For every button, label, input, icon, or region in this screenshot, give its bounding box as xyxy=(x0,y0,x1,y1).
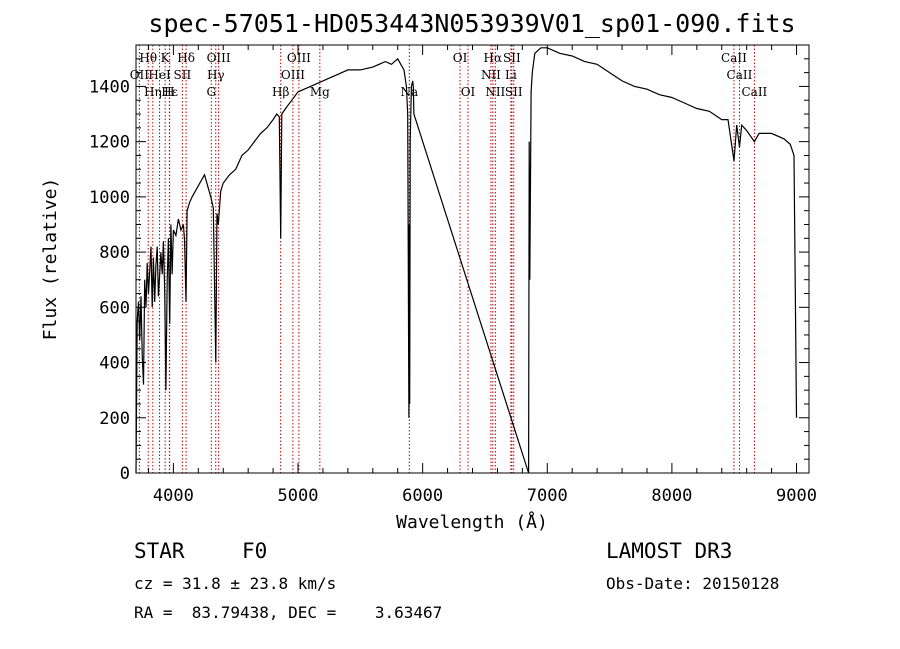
x-axis: 4000 5000 6000 7000 8000 9000 xyxy=(147,45,817,506)
line-marker-label: Mg xyxy=(310,85,330,99)
line-marker-label: Hβ xyxy=(272,85,289,99)
line-marker-label: OIII xyxy=(281,68,305,82)
line-marker-label: Hη xyxy=(144,85,162,99)
line-marker-label: NII xyxy=(481,68,501,82)
x-tick-label: 9000 xyxy=(776,486,817,506)
y-tick-label: 0 xyxy=(120,464,130,484)
x-tick-label: 4000 xyxy=(153,486,194,506)
line-marker-label: Hδ xyxy=(177,51,195,65)
x-tick-label: 7000 xyxy=(527,486,568,506)
y-axis: 0 200 400 600 800 1000 1200 1400 xyxy=(89,58,809,484)
line-marker-label: SII xyxy=(174,68,192,82)
line-marker-label: OI xyxy=(453,51,468,65)
spectrum-line xyxy=(135,47,798,474)
line-marker-label: OIII xyxy=(287,51,311,65)
plot-frame xyxy=(135,44,810,474)
y-tick-label: 1000 xyxy=(89,188,130,208)
observation-date: Obs-Date: 20150128 xyxy=(606,574,780,593)
line-marker-label: Hθ xyxy=(139,51,157,65)
y-tick-label: 400 xyxy=(99,354,130,374)
line-marker-label: CaII xyxy=(721,51,747,65)
line-marker-label: Na xyxy=(400,85,418,99)
line-marker-label: Hγ xyxy=(207,68,225,82)
redshift-velocity: cz = 31.8 ± 23.8 km/s xyxy=(134,574,337,593)
line-marker-label: SII xyxy=(505,85,523,99)
line-marker-label: Hα xyxy=(484,51,503,65)
line-marker-label: Li xyxy=(505,68,517,82)
line-marker-label: SII xyxy=(503,51,521,65)
line-markers xyxy=(138,45,755,473)
line-marker-label: K xyxy=(161,51,171,65)
line-marker-label: OI xyxy=(461,85,476,99)
y-tick-label: 1200 xyxy=(89,133,130,153)
line-marker-label: NII xyxy=(485,85,505,99)
survey-name: LAMOST DR3 xyxy=(606,539,733,563)
y-tick-label: 200 xyxy=(99,409,130,429)
line-marker-label: CaII xyxy=(727,68,753,82)
line-marker-label: HeI xyxy=(148,68,171,82)
object-class: STAR xyxy=(134,539,185,563)
y-tick-label: 600 xyxy=(99,298,130,318)
line-marker-label: G xyxy=(206,85,216,99)
x-tick-label: 8000 xyxy=(651,486,692,506)
x-tick-label: 5000 xyxy=(278,486,319,506)
y-axis-label: Flux (relative) xyxy=(40,178,61,341)
chart-title: spec-57051-HD053443N053939V01_sp01-090.f… xyxy=(148,9,795,38)
line-marker-label: Hε xyxy=(161,85,178,99)
x-tick-label: 6000 xyxy=(402,486,443,506)
y-tick-label: 800 xyxy=(99,243,130,263)
y-tick-label: 1400 xyxy=(89,77,130,97)
line-marker-label: OII xyxy=(130,68,150,82)
line-marker-label: H xyxy=(164,85,174,99)
x-axis-label: Wavelength (Å) xyxy=(396,511,548,533)
line-marker-label: CaII xyxy=(741,85,767,99)
line-marker-label: OIII xyxy=(207,51,231,65)
object-subclass: F0 xyxy=(242,539,268,563)
coordinates: RA = 83.79438, DEC = 3.63467 xyxy=(134,603,443,622)
